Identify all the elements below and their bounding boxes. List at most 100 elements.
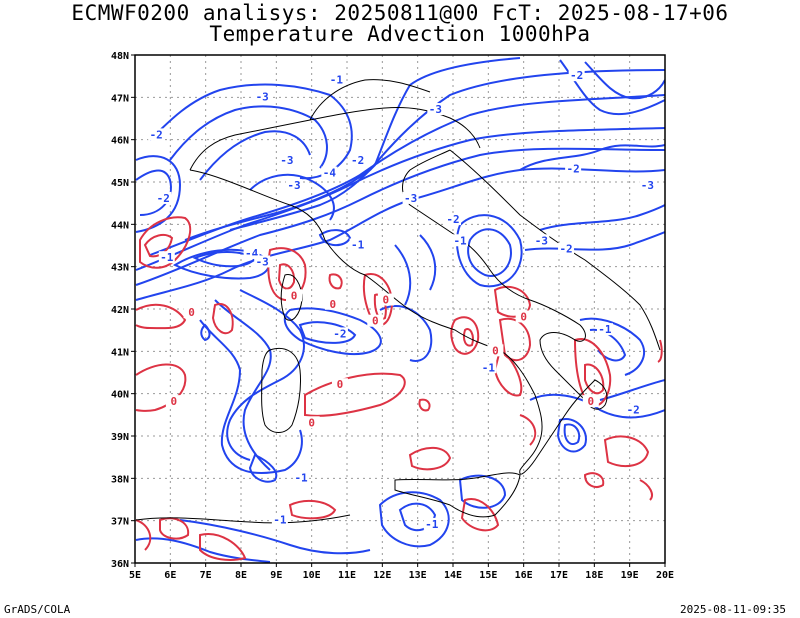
contour-label-bg xyxy=(286,289,302,302)
italy-north-border xyxy=(189,107,481,171)
sardinia xyxy=(261,347,301,433)
contour-label-bg xyxy=(303,416,320,429)
contour-label: 0 xyxy=(383,294,390,307)
positive-contour xyxy=(583,472,605,488)
contour-label: -1 xyxy=(598,323,612,336)
contour-label: -1 xyxy=(351,239,365,252)
y-tick-label: 46N xyxy=(111,136,129,147)
contour-label: -1 xyxy=(482,361,496,374)
negative-contour xyxy=(135,167,665,301)
contour-label: -3 xyxy=(256,255,269,268)
contour-label-bg xyxy=(402,191,419,204)
contour-label: -2 xyxy=(446,213,459,226)
negative-contour xyxy=(199,319,303,474)
y-tick-label: 36N xyxy=(111,559,129,570)
contour-label: 0 xyxy=(520,310,527,323)
y-tick-label: 41N xyxy=(111,347,129,358)
contour-label-bg xyxy=(165,395,182,408)
positive-contour xyxy=(657,339,663,363)
negative-contour xyxy=(135,537,271,563)
contour-label: -1 xyxy=(273,514,287,527)
positive-contour xyxy=(199,533,247,561)
contour-label: -3 xyxy=(256,90,269,103)
contour-label: 0 xyxy=(330,298,337,311)
alps-border xyxy=(309,79,431,121)
negative-contour xyxy=(249,173,335,221)
positive-contour xyxy=(573,338,612,407)
negative-contour xyxy=(467,228,512,277)
positive-contour xyxy=(135,519,152,551)
contour-label-bg xyxy=(445,213,461,226)
contour-label-bg xyxy=(155,191,172,204)
contour-label: -3 xyxy=(535,234,548,247)
negative-contour xyxy=(563,423,581,445)
positive-contour xyxy=(277,263,296,290)
x-tick-label: 8E xyxy=(235,570,247,581)
positive-contour xyxy=(139,216,192,269)
y-tick-label: 45N xyxy=(111,178,129,189)
contour-label: -2 xyxy=(351,154,364,167)
x-tick-label: 10E xyxy=(303,570,321,581)
contour-label: -2 xyxy=(570,69,583,82)
contour-labels: -1 -2-3-3-2-3 -2-4-3-2 -3-2-2-3-4-3-1-1 -1 -3… xyxy=(148,69,656,531)
negative-contour xyxy=(394,244,412,306)
chart-subtitle: Temperature Advection 1000hPa xyxy=(209,22,591,46)
positive-contour xyxy=(460,498,500,532)
positive-contour xyxy=(603,435,650,468)
negative-contour xyxy=(584,61,665,100)
negative-contour xyxy=(135,155,182,233)
x-tick-label: 12E xyxy=(373,570,391,581)
contour-label: -3 xyxy=(287,179,300,192)
negative-contour xyxy=(298,321,357,344)
negative-contours xyxy=(135,57,665,563)
contour-label: -3 xyxy=(429,103,442,116)
negative-contour xyxy=(379,305,433,362)
footer-timestamp: 2025-08-11-09:35 xyxy=(680,603,786,616)
x-tick-label: 18E xyxy=(585,570,603,581)
positive-contour xyxy=(159,517,190,540)
negative-contour xyxy=(214,299,272,471)
x-tick-label: 19E xyxy=(621,570,639,581)
positive-contour xyxy=(450,316,480,355)
contour-label: -1 xyxy=(425,518,439,531)
contour-label: -1 xyxy=(330,73,344,86)
negative-contour xyxy=(378,491,450,548)
contour-label-bg xyxy=(558,242,575,255)
contour-label-bg xyxy=(639,179,656,192)
contour-label: 0 xyxy=(372,315,379,328)
y-tick-label: 37N xyxy=(111,517,129,528)
africa-coast xyxy=(135,514,351,524)
contour-label: 0 xyxy=(188,306,195,319)
contour-label-bg xyxy=(254,90,271,103)
italy-coast xyxy=(189,149,608,475)
positive-contour xyxy=(418,398,431,412)
positive-contour xyxy=(211,303,234,335)
contour-label: -3 xyxy=(641,179,654,192)
contour-label-bg xyxy=(331,327,348,340)
positive-contour xyxy=(408,446,452,471)
contour-label-bg xyxy=(596,323,613,336)
x-tick-label: 16E xyxy=(515,570,533,581)
negative-contour xyxy=(179,519,371,555)
x-tick-label: 9E xyxy=(270,570,282,581)
contour-label-bg xyxy=(148,128,165,141)
x-tick-label: 5E xyxy=(129,570,141,581)
y-tick-label: 44N xyxy=(111,220,129,231)
positive-contour xyxy=(493,285,532,318)
y-tick-label: 40N xyxy=(111,390,129,401)
y-tick-label: 48N xyxy=(111,51,129,62)
x-tick-label: 20E xyxy=(656,570,674,581)
contour-label-bg xyxy=(321,166,338,179)
contour-label: -2 xyxy=(559,243,572,256)
contour-label-bg xyxy=(254,255,271,268)
positive-contour xyxy=(135,303,187,330)
y-tick-label: 38N xyxy=(111,474,129,485)
negative-contour xyxy=(458,474,507,509)
corsica xyxy=(280,274,303,321)
positive-contour xyxy=(584,363,605,395)
negative-contour xyxy=(184,69,665,241)
x-tick-label: 6E xyxy=(164,570,176,581)
contour-label: 0 xyxy=(171,395,178,408)
contour-label: 0 xyxy=(492,344,499,357)
